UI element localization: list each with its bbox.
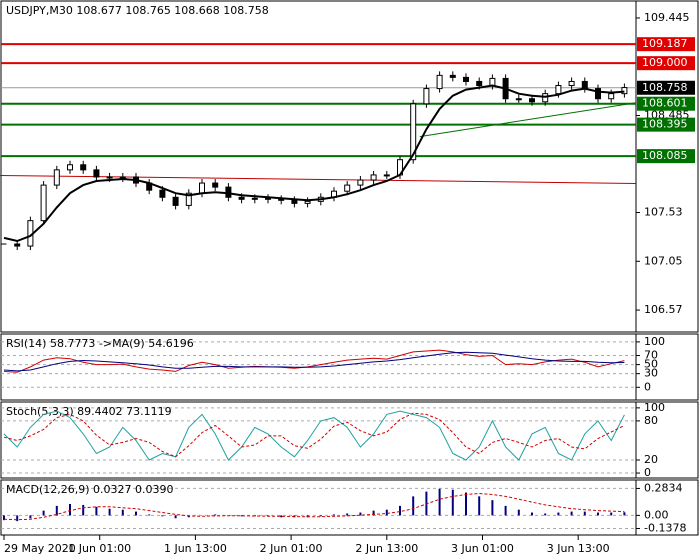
axis-frame — [635, 479, 699, 536]
panel-frame — [0, 479, 637, 536]
candle — [251, 197, 258, 200]
candle — [515, 98, 522, 101]
y-tick-label: 100 — [644, 335, 665, 348]
y-tick-label: 20 — [644, 453, 658, 466]
candle — [608, 93, 615, 100]
y-tick-label: 109.445 — [644, 11, 690, 24]
indicator-line — [3, 351, 625, 372]
level-tag — [637, 117, 695, 132]
candle — [581, 80, 588, 90]
y-tick-label: 106.57 — [644, 303, 683, 316]
y-tick-label: 70 — [644, 349, 658, 362]
level-label: 108.395 — [642, 118, 688, 131]
candle — [119, 176, 126, 179]
candle — [80, 164, 87, 171]
level-tag — [637, 56, 695, 71]
y-tick-label: 100 — [644, 401, 665, 414]
axis-frame — [635, 0, 699, 333]
moving-average — [3, 84, 625, 243]
candle — [449, 74, 456, 78]
time-label: 1 Jun 01:00 — [68, 542, 131, 555]
candle — [185, 192, 192, 206]
level-tag — [637, 96, 695, 111]
candle — [370, 174, 377, 181]
candle — [172, 196, 179, 206]
candle — [542, 93, 549, 103]
time-label: 2 Jun 13:00 — [355, 542, 418, 555]
level-label: 108.758 — [642, 81, 688, 94]
candle — [529, 98, 535, 103]
y-tick-label: 50 — [644, 358, 658, 371]
level-label: 109.187 — [642, 37, 688, 50]
time-label: 1 Jun 13:00 — [164, 542, 227, 555]
candle — [53, 169, 60, 186]
level-tag — [637, 37, 695, 52]
panel-title: MACD(12,26,9) 0.0327 0.0390 — [6, 483, 174, 496]
time-label: 3 Jun 01:00 — [451, 542, 514, 555]
time-label: 3 Jun 13:00 — [547, 542, 610, 555]
candle — [14, 243, 21, 247]
level-tag — [637, 80, 695, 95]
candle — [568, 80, 575, 87]
level-label: 108.085 — [642, 149, 688, 162]
panel-title: USDJPY,M30 108.677 108.765 108.668 108.7… — [6, 4, 269, 17]
candle — [595, 88, 601, 100]
candle — [555, 85, 562, 95]
candle — [436, 74, 443, 90]
y-tick-label: 80 — [644, 414, 658, 427]
axis-frame — [635, 333, 699, 401]
level-label: 109.000 — [642, 56, 688, 69]
candle — [410, 103, 417, 161]
candle — [621, 87, 628, 95]
candle — [238, 196, 245, 200]
y-tick-label: 107.53 — [644, 206, 683, 219]
candle — [383, 174, 390, 177]
y-tick-label: 0 — [644, 380, 651, 393]
axis-frame — [635, 401, 699, 479]
y-tick-label: -0.1378 — [644, 522, 686, 535]
candle — [67, 164, 73, 171]
candle — [278, 198, 285, 201]
candle — [476, 80, 483, 87]
candle — [304, 200, 311, 204]
indicator-line — [3, 349, 625, 373]
candle — [93, 169, 100, 178]
y-tick-label: 107.05 — [644, 254, 683, 267]
y-tick-label: 0.00 — [644, 508, 669, 521]
candle — [423, 88, 430, 105]
time-label: 2 Jun 01:00 — [260, 542, 323, 555]
candle — [291, 199, 298, 204]
panel-frame — [0, 0, 637, 333]
candle — [40, 184, 47, 222]
candle — [265, 197, 271, 200]
y-tick-label: 0 — [644, 466, 651, 479]
trend-line — [419, 102, 637, 138]
candle — [106, 176, 113, 179]
candle — [489, 77, 496, 87]
candle — [344, 184, 351, 192]
panel-frame — [0, 401, 637, 479]
candle — [199, 182, 205, 194]
y-tick-label: 0.2834 — [644, 481, 683, 494]
indicator-line — [3, 412, 625, 458]
y-tick-label: 30 — [644, 367, 658, 380]
candle — [212, 182, 219, 188]
candle — [463, 76, 469, 82]
level-label: 108.601 — [642, 97, 688, 110]
level-tag — [637, 149, 695, 164]
indicator-line — [3, 410, 625, 461]
time-label: 29 May 2020 — [4, 542, 76, 555]
indicator-line — [3, 492, 625, 521]
trend-line — [0, 174, 637, 184]
panel-title: RSI(14) 58.7773 ->MA(9) 54.6196 — [6, 337, 194, 350]
panel-title: Stoch(5,3,3) 89.4402 73.1119 — [6, 405, 172, 418]
candle — [357, 179, 364, 186]
candle — [159, 189, 166, 198]
